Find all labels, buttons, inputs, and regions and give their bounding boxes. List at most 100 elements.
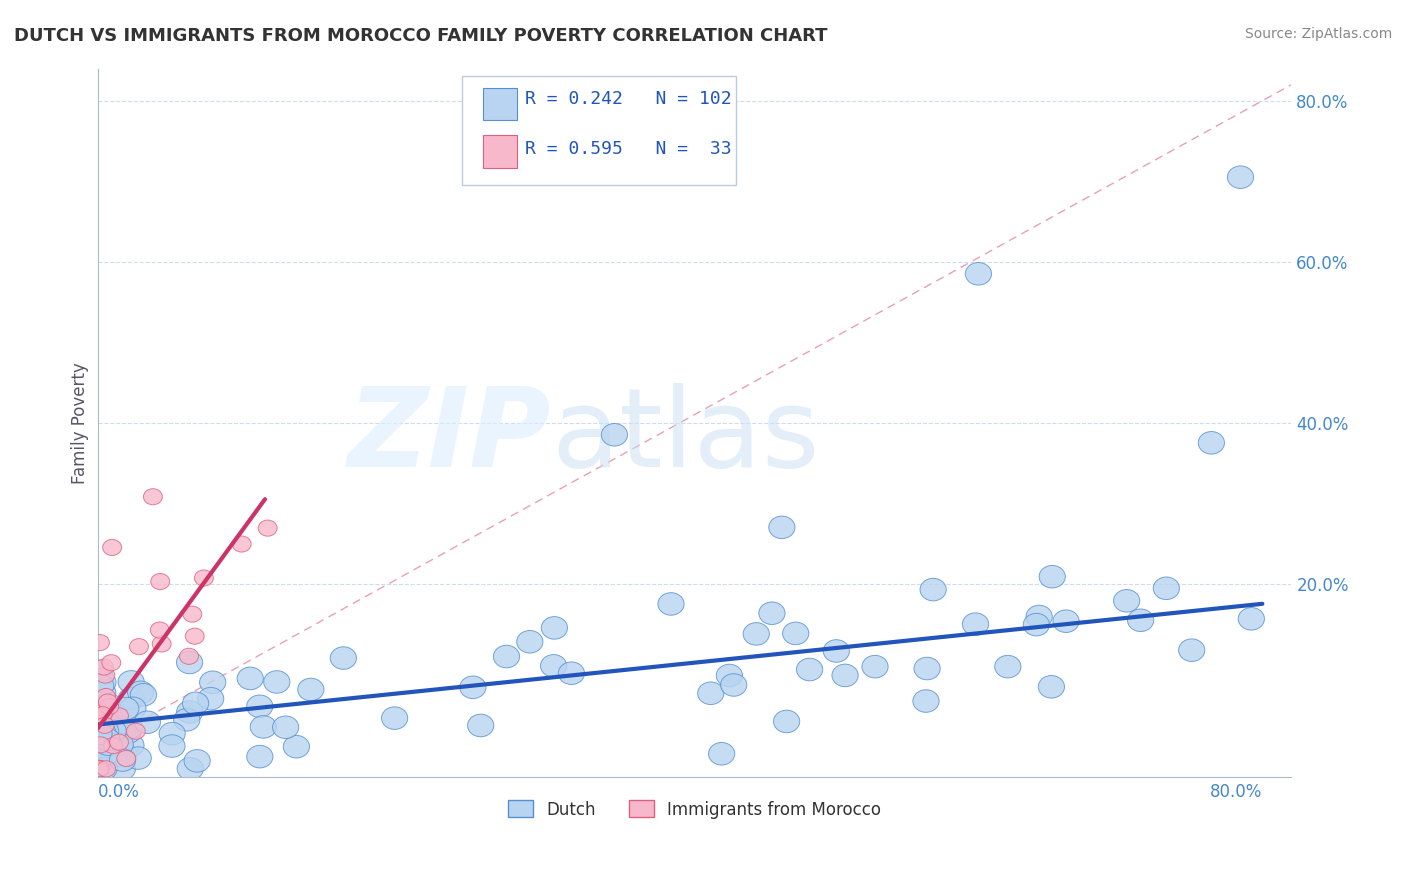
Ellipse shape — [111, 742, 136, 764]
FancyBboxPatch shape — [461, 76, 737, 186]
Ellipse shape — [118, 734, 143, 756]
Ellipse shape — [914, 657, 941, 680]
Ellipse shape — [128, 681, 153, 704]
Ellipse shape — [824, 640, 849, 662]
Ellipse shape — [97, 761, 115, 777]
Ellipse shape — [90, 681, 115, 704]
Ellipse shape — [330, 647, 357, 669]
Ellipse shape — [93, 742, 120, 765]
FancyBboxPatch shape — [484, 135, 516, 168]
Ellipse shape — [273, 716, 298, 739]
Ellipse shape — [87, 706, 112, 728]
Ellipse shape — [541, 616, 568, 640]
Ellipse shape — [103, 705, 128, 727]
Ellipse shape — [90, 634, 110, 650]
Ellipse shape — [96, 717, 114, 733]
Ellipse shape — [100, 720, 127, 742]
Ellipse shape — [143, 489, 162, 505]
Ellipse shape — [90, 761, 108, 777]
Ellipse shape — [97, 689, 115, 705]
Ellipse shape — [129, 639, 149, 655]
Ellipse shape — [183, 692, 208, 714]
Ellipse shape — [177, 651, 202, 673]
Ellipse shape — [177, 757, 204, 780]
Ellipse shape — [110, 757, 135, 780]
Ellipse shape — [184, 749, 211, 772]
Ellipse shape — [91, 757, 117, 780]
Ellipse shape — [125, 747, 152, 770]
Ellipse shape — [131, 683, 156, 706]
Ellipse shape — [517, 631, 543, 653]
Ellipse shape — [381, 706, 408, 730]
Ellipse shape — [90, 760, 108, 776]
Ellipse shape — [1053, 610, 1080, 632]
Ellipse shape — [177, 701, 202, 723]
Ellipse shape — [127, 723, 145, 739]
Ellipse shape — [194, 570, 214, 586]
Ellipse shape — [120, 697, 146, 720]
Ellipse shape — [150, 622, 169, 638]
Ellipse shape — [118, 671, 145, 693]
Ellipse shape — [994, 656, 1021, 678]
Ellipse shape — [86, 725, 112, 747]
Text: DUTCH VS IMMIGRANTS FROM MOROCCO FAMILY POVERTY CORRELATION CHART: DUTCH VS IMMIGRANTS FROM MOROCCO FAMILY … — [14, 27, 828, 45]
Ellipse shape — [1128, 609, 1154, 632]
Ellipse shape — [94, 728, 120, 750]
Legend: Dutch, Immigrants from Morocco: Dutch, Immigrants from Morocco — [501, 794, 889, 825]
Ellipse shape — [98, 706, 125, 729]
Ellipse shape — [540, 655, 567, 677]
Ellipse shape — [110, 748, 135, 772]
Ellipse shape — [602, 424, 627, 446]
Ellipse shape — [200, 671, 226, 694]
Ellipse shape — [90, 715, 115, 738]
Text: atlas: atlas — [551, 384, 820, 491]
Ellipse shape — [93, 690, 120, 714]
Ellipse shape — [112, 698, 139, 720]
Ellipse shape — [87, 660, 112, 683]
Ellipse shape — [1178, 639, 1205, 662]
Text: 0.0%: 0.0% — [97, 783, 139, 801]
Ellipse shape — [117, 716, 142, 739]
Text: ZIP: ZIP — [347, 384, 551, 491]
Ellipse shape — [1114, 590, 1140, 612]
Ellipse shape — [744, 623, 769, 645]
Ellipse shape — [796, 658, 823, 681]
Ellipse shape — [920, 578, 946, 601]
Ellipse shape — [246, 695, 273, 717]
Ellipse shape — [721, 673, 747, 697]
Ellipse shape — [962, 613, 988, 635]
Ellipse shape — [697, 682, 724, 705]
Ellipse shape — [198, 688, 224, 710]
Ellipse shape — [101, 655, 121, 671]
Ellipse shape — [966, 262, 991, 285]
Ellipse shape — [246, 746, 273, 768]
Ellipse shape — [90, 671, 117, 694]
Text: 80.0%: 80.0% — [1211, 783, 1263, 801]
Ellipse shape — [87, 674, 114, 698]
Ellipse shape — [86, 712, 112, 734]
Ellipse shape — [86, 723, 112, 745]
Ellipse shape — [232, 536, 252, 552]
Ellipse shape — [759, 602, 785, 624]
Ellipse shape — [93, 706, 112, 723]
Ellipse shape — [1198, 432, 1225, 454]
Ellipse shape — [259, 520, 277, 536]
Ellipse shape — [87, 691, 112, 714]
Ellipse shape — [250, 715, 277, 739]
Ellipse shape — [94, 659, 114, 675]
Ellipse shape — [100, 698, 118, 714]
Ellipse shape — [90, 702, 110, 718]
Ellipse shape — [93, 720, 118, 742]
Ellipse shape — [298, 678, 323, 701]
Ellipse shape — [86, 730, 112, 752]
Ellipse shape — [1038, 675, 1064, 698]
Ellipse shape — [773, 710, 800, 732]
FancyBboxPatch shape — [484, 87, 516, 120]
Ellipse shape — [159, 735, 186, 757]
Ellipse shape — [238, 667, 263, 690]
Text: Source: ZipAtlas.com: Source: ZipAtlas.com — [1244, 27, 1392, 41]
Ellipse shape — [769, 516, 794, 539]
Text: R = 0.595   N =  33: R = 0.595 N = 33 — [524, 139, 731, 158]
Text: R = 0.242   N = 102: R = 0.242 N = 102 — [524, 90, 731, 108]
Ellipse shape — [159, 723, 186, 745]
